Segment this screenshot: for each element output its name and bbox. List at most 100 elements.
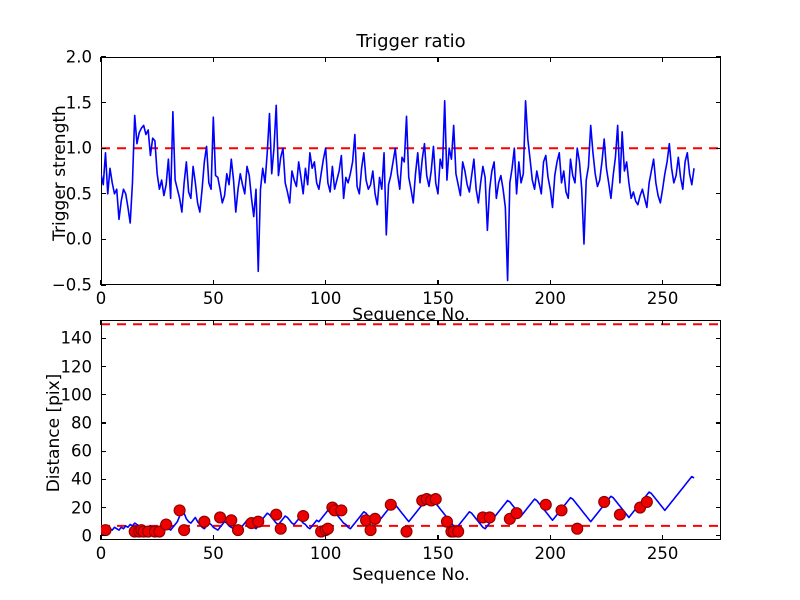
outlier-marker (252, 515, 265, 528)
outlier-marker (400, 525, 413, 538)
y-tick-mark (101, 147, 106, 149)
y-tick-mark (101, 284, 106, 286)
outlier-marker (270, 508, 283, 521)
outlier-marker (160, 518, 173, 531)
trigger-ratio-plot (100, 56, 721, 286)
outlier-marker (384, 498, 397, 511)
x-tick-mark (100, 535, 102, 540)
distance-plot (100, 320, 721, 540)
y-tick-mark (101, 478, 106, 480)
x-tick-mark (437, 320, 439, 325)
y-tick-mark (716, 147, 721, 149)
outlier-marker (274, 522, 287, 535)
y-tick-mark (716, 450, 721, 452)
y-tick-mark (716, 478, 721, 480)
x-tick-label: 0 (95, 289, 107, 308)
outlier-marker (440, 515, 453, 528)
y-tick-label: 0.5 (65, 184, 92, 204)
outlier-marker (452, 525, 465, 538)
x-tick-label: 200 (534, 544, 567, 563)
outlier-marker (571, 522, 584, 535)
y-tick-label: 80 (71, 413, 92, 433)
y-tick-label: −0.5 (51, 275, 92, 295)
page-title: Trigger ratio (356, 31, 466, 52)
top-x-tick-labels: 0 50 100 150 200 250 (96, 289, 721, 313)
y-tick-mark (101, 422, 106, 424)
outlier-marker (335, 504, 348, 517)
y-tick-mark (716, 506, 721, 509)
outlier-marker (369, 512, 382, 525)
y-tick-label: 100 (60, 385, 93, 405)
x-tick-label: 250 (646, 544, 679, 563)
outlier-marker (173, 504, 186, 517)
y-tick-mark (716, 394, 721, 396)
outlier-marker (598, 495, 611, 508)
x-tick-mark (324, 57, 327, 62)
y-tick-mark (101, 337, 106, 339)
outlier-marker (539, 498, 552, 511)
y-tick-label: 20 (71, 498, 92, 518)
y-tick-mark (716, 101, 721, 104)
x-tick-mark (324, 320, 327, 325)
y-tick-mark (716, 365, 721, 368)
bottom-x-tick-labels: 0 50 100 150 200 250 (96, 544, 721, 568)
y-tick-mark (101, 535, 106, 537)
outlier-marker (613, 508, 626, 521)
x-tick-mark (100, 280, 102, 285)
outlier-marker (231, 524, 245, 537)
data-line (101, 99, 695, 282)
y-tick-mark (716, 238, 721, 241)
y-tick-mark (101, 506, 106, 509)
y-tick-mark (101, 238, 106, 241)
y-tick-mark (716, 284, 721, 286)
outlier-marker (178, 524, 191, 537)
y-tick-label: 1.0 (65, 138, 92, 158)
x-tick-mark (100, 320, 102, 325)
outlier-marker (364, 524, 377, 537)
x-tick-mark (437, 535, 439, 540)
y-tick-label: 140 (60, 328, 93, 348)
y-tick-label: 120 (60, 357, 93, 377)
bottom-plot-canvas (101, 323, 721, 538)
outlier-marker (198, 515, 211, 528)
outlier-marker (640, 495, 653, 508)
y-tick-mark (716, 535, 721, 537)
outlier-marker (214, 511, 227, 524)
x-tick-mark (661, 280, 664, 285)
y-tick-label: 2.0 (65, 47, 92, 67)
x-tick-label: 150 (422, 289, 454, 308)
top-plot-canvas (101, 99, 721, 282)
y-tick-mark (101, 56, 106, 58)
x-tick-label: 100 (309, 544, 342, 563)
x-tick-mark (437, 57, 439, 62)
outlier-marker (321, 522, 334, 535)
y-tick-mark (101, 101, 106, 104)
outlier-marker (297, 509, 310, 523)
outlier-marker (225, 514, 238, 527)
x-tick-mark (549, 320, 551, 325)
y-tick-mark (101, 193, 106, 195)
x-tick-mark (549, 535, 551, 540)
y-tick-label: 60 (71, 441, 92, 461)
x-tick-mark (324, 280, 327, 285)
x-tick-mark (212, 320, 214, 325)
outlier-marker (555, 504, 568, 517)
y-tick-label: 40 (71, 469, 92, 489)
x-tick-mark (212, 535, 214, 540)
y-tick-mark (716, 337, 721, 339)
outlier-marker (510, 507, 523, 520)
x-tick-mark (324, 535, 327, 540)
top-y-tick-labels: −0.5 0.0 0.5 1.0 1.5 2.0 (40, 48, 92, 295)
y-tick-label: 1.5 (65, 93, 92, 113)
y-tick-label: 0.0 (65, 229, 92, 249)
x-tick-mark (437, 280, 439, 285)
y-tick-mark (101, 450, 106, 452)
x-tick-mark (100, 57, 102, 62)
outlier-marker (483, 511, 496, 524)
y-tick-mark (101, 394, 106, 396)
bottom-y-tick-labels: 0 20 40 60 80 100 120 140 (40, 320, 93, 545)
x-tick-mark (212, 280, 214, 285)
x-tick-mark (212, 57, 214, 62)
y-tick-mark (101, 365, 106, 368)
